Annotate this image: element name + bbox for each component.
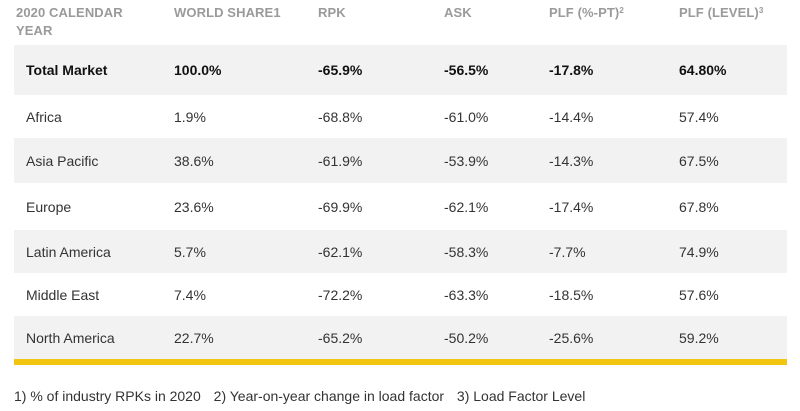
- plf-level-cell: 74.9%: [679, 243, 719, 260]
- table-row-latin-america: Latin America 5.7% -62.1% -58.3% -7.7% 7…: [14, 230, 787, 273]
- plf-pt-cell: -14.4%: [549, 108, 594, 125]
- ask-cell: -58.3%: [444, 243, 489, 260]
- plf-level-cell: 67.5%: [679, 152, 719, 169]
- plf-level-cell: 64.80%: [679, 62, 727, 78]
- share-cell: 38.6%: [174, 152, 214, 169]
- footnote-marker: 3: [758, 6, 764, 15]
- column-header-year: 2020 CALENDAR YEAR: [14, 0, 162, 40]
- ask-cell: -63.3%: [444, 286, 489, 303]
- rpk-cell: -68.8%: [318, 108, 363, 125]
- plf-pt-cell: -17.4%: [549, 198, 594, 215]
- rpk-cell: -72.2%: [318, 286, 363, 303]
- plf-pt-cell: -17.8%: [549, 62, 594, 78]
- share-cell: 7.4%: [174, 286, 206, 303]
- ask-cell: -62.1%: [444, 198, 489, 215]
- region-cell: Middle East: [26, 286, 100, 303]
- column-header-label: PLF (LEVEL): [679, 5, 759, 20]
- plf-level-cell: 67.8%: [679, 198, 719, 215]
- ask-cell: -50.2%: [444, 329, 489, 346]
- plf-pt-cell: -7.7%: [549, 243, 586, 260]
- table-row-north-america: North America 22.7% -65.2% -50.2% -25.6%…: [14, 316, 787, 359]
- column-header-line1: 2020 CALENDAR: [16, 5, 123, 20]
- rpk-cell: -62.1%: [318, 243, 363, 260]
- region-cell: North America: [26, 329, 115, 346]
- table-row-europe: Europe 23.6% -69.9% -62.1% -17.4% 67.8%: [14, 183, 787, 230]
- column-header-plf-pt: PLF (%-PT)2: [543, 0, 675, 22]
- footnote-2: 2) Year-on-year change in load factor: [213, 388, 445, 404]
- region-cell: Asia Pacific: [26, 152, 99, 169]
- rpk-cell: -65.9%: [318, 62, 363, 78]
- rpk-cell: -69.9%: [318, 198, 363, 215]
- column-header-label: RPK: [318, 5, 346, 20]
- table-row-asia-pacific: Asia Pacific 38.6% -61.9% -53.9% -14.3% …: [14, 138, 787, 183]
- column-header-label: WORLD SHARE1: [174, 5, 281, 20]
- region-cell: Africa: [26, 108, 62, 125]
- column-header-ask: ASK: [435, 0, 543, 22]
- data-table: 2020 CALENDAR YEAR WORLD SHARE1 RPK ASK …: [14, 0, 787, 365]
- plf-pt-cell: -18.5%: [549, 286, 594, 303]
- ask-cell: -53.9%: [444, 152, 489, 169]
- table-row-total-market: Total Market 100.0% -65.9% -56.5% -17.8%…: [14, 45, 787, 95]
- table-header: 2020 CALENDAR YEAR WORLD SHARE1 RPK ASK …: [14, 0, 787, 45]
- column-header-label: PLF (%-PT): [549, 5, 620, 20]
- column-header-label: ASK: [444, 5, 472, 20]
- plf-level-cell: 57.6%: [679, 286, 719, 303]
- rpk-cell: -61.9%: [318, 152, 363, 169]
- footnote-marker: 2: [619, 6, 624, 15]
- column-header-rpk: RPK: [305, 0, 435, 22]
- region-cell: Latin America: [26, 243, 111, 260]
- table-bottom-accent-bar: [14, 359, 787, 365]
- share-cell: 22.7%: [174, 329, 214, 346]
- share-cell: 23.6%: [174, 198, 214, 215]
- footnote-3: 3) Load Factor Level: [456, 388, 586, 404]
- plf-level-cell: 59.2%: [679, 329, 719, 346]
- ask-cell: -61.0%: [444, 108, 489, 125]
- rpk-cell: -65.2%: [318, 329, 363, 346]
- plf-pt-cell: -25.6%: [549, 329, 594, 346]
- ask-cell: -56.5%: [444, 62, 489, 78]
- region-cell: Europe: [26, 198, 72, 215]
- table-row-middle-east: Middle East 7.4% -72.2% -63.3% -18.5% 57…: [14, 273, 787, 316]
- plf-level-cell: 57.4%: [679, 108, 719, 125]
- column-header-line2: YEAR: [16, 23, 53, 38]
- share-cell: 5.7%: [174, 243, 206, 260]
- region-cell: Total Market: [26, 62, 108, 78]
- column-header-world-share: WORLD SHARE1: [162, 0, 305, 22]
- plf-pt-cell: -14.3%: [549, 152, 594, 169]
- table-row-africa: Africa 1.9% -68.8% -61.0% -14.4% 57.4%: [14, 95, 787, 138]
- footnote-1: 1) % of industry RPKs in 2020: [14, 388, 201, 404]
- share-cell: 100.0%: [174, 62, 222, 78]
- column-header-plf-level: PLF (LEVEL)3: [675, 0, 787, 22]
- footnotes: 1) % of industry RPKs in 2020 2) Year-on…: [14, 388, 594, 404]
- share-cell: 1.9%: [174, 108, 206, 125]
